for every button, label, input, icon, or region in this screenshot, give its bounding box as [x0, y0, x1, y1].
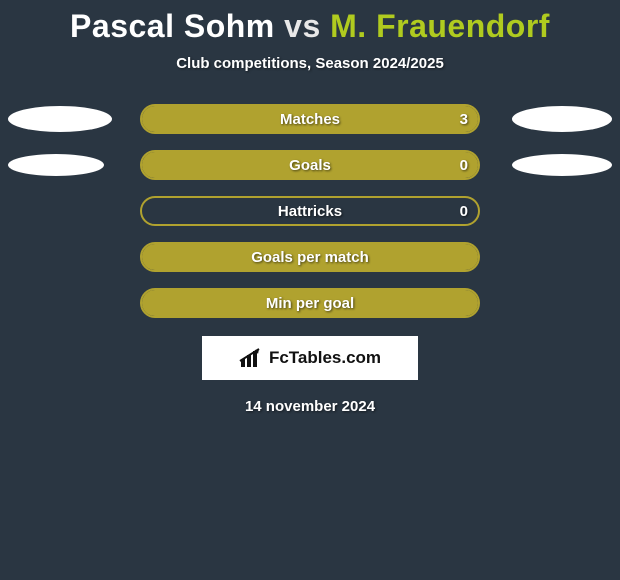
stat-bar-fill-left — [142, 106, 461, 132]
stat-row: 0Goals — [0, 150, 620, 180]
stat-value-right: 3 — [460, 106, 468, 132]
vs-text: vs — [284, 8, 321, 44]
stat-bar-track: 3Matches — [140, 104, 480, 134]
stats-bars-area: 3Matches0Goals0HattricksGoals per matchM… — [0, 104, 620, 318]
stat-row: 0Hattricks — [0, 196, 620, 226]
brand-box: FcTables.com — [202, 336, 418, 380]
subtitle: Club competitions, Season 2024/2025 — [0, 55, 620, 72]
stat-bar-track: 0Goals — [140, 150, 480, 180]
ellipse-right — [512, 154, 612, 176]
comparison-title: Pascal Sohm vs M. Frauendorf — [0, 0, 620, 45]
stat-bar-track: Goals per match — [140, 242, 480, 272]
stat-bar-fill-left — [142, 290, 478, 316]
stat-row: 3Matches — [0, 104, 620, 134]
stat-bar-track: Min per goal — [140, 288, 480, 318]
stat-row: Min per goal — [0, 288, 620, 318]
stat-value-right: 0 — [460, 198, 468, 224]
player1-name: Pascal Sohm — [70, 8, 275, 44]
stat-row: Goals per match — [0, 242, 620, 272]
date-line: 14 november 2024 — [0, 398, 620, 415]
stat-bar-fill-left — [142, 244, 478, 270]
player2-name: M. Frauendorf — [330, 8, 550, 44]
stat-value-right: 0 — [460, 152, 468, 178]
bar-chart-icon — [239, 347, 265, 369]
stat-bar-fill-left — [142, 152, 461, 178]
ellipse-right — [512, 106, 612, 132]
stat-label: Hattricks — [142, 198, 478, 224]
ellipse-left — [8, 106, 112, 132]
brand-text: FcTables.com — [269, 348, 381, 368]
ellipse-left — [8, 154, 104, 176]
stat-bar-track: 0Hattricks — [140, 196, 480, 226]
